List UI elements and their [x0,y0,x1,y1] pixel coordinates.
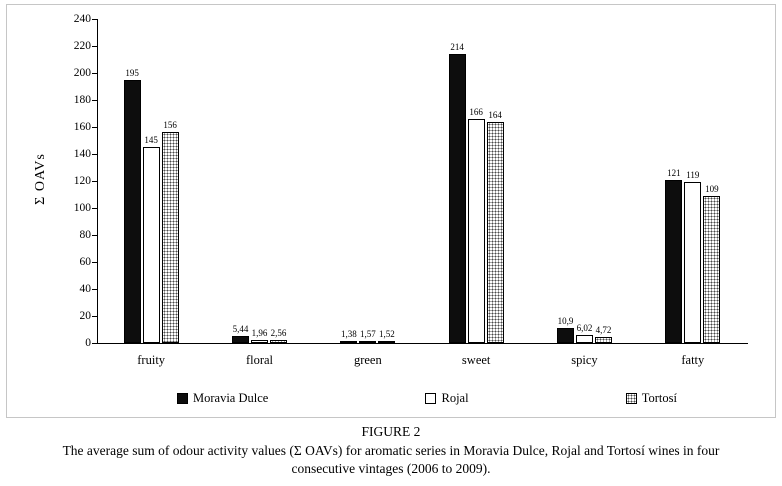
bar-value-label: 166 [469,106,483,117]
y-tick-label: 180 [73,94,91,106]
x-category-label-green: green [353,353,382,367]
bar-chart: Σ OAVs Moravia Dulce Rojal Tortosí 0 20 40 60… [7,5,775,417]
y-tick-label: 200 [73,67,91,79]
bar-fatty-rojal [684,182,702,343]
x-category-label-sweet: sweet [461,353,491,367]
bar-sweet-tortosí [486,121,504,343]
bar-green-moravia-dulce [340,341,358,344]
caption-line-1: The average sum of odour activity values… [62,443,720,458]
y-tick-label: 40 [79,283,92,295]
y-tick-mark [92,46,97,47]
y-tick-mark [92,235,97,236]
x-category-label-fruity: fruity [137,353,166,367]
bar-value-label: 121 [667,167,681,178]
legend-swatch-dotted-icon [625,393,637,404]
y-axis-title: Σ OAVs [33,153,48,205]
x-category-label-fatty: fatty [681,353,705,367]
y-tick-mark [92,127,97,128]
bar-value-label: 164 [488,109,502,120]
y-tick-mark [92,208,97,209]
bar-sweet-rojal [467,118,485,343]
bar-spicy-tortosí [595,336,612,343]
bar-spicy-rojal [576,334,593,343]
x-category-label-floral: floral [245,353,274,367]
bar-green-tortosí [378,340,396,343]
x-category-label-spicy: spicy [571,353,598,367]
y-tick-mark [92,154,97,155]
bar-value-label: 2,56 [270,327,287,338]
bar-sweet-moravia-dulce [448,54,466,343]
y-tick-label: 20 [79,310,92,322]
legend-label: Moravia Dulce [193,391,269,405]
y-tick-mark [92,343,97,344]
y-tick-mark [92,316,97,317]
bar-green-rojal [359,340,377,343]
bar-value-label: 1,52 [378,328,395,339]
bar-floral-tortosí [270,339,287,343]
bar-fatty-tortosí [703,195,721,343]
bar-floral-rojal [251,340,268,343]
y-tick-mark [92,181,97,182]
legend-label: Tortosí [641,391,677,405]
plot-area [97,19,748,344]
legend-label: Rojal [441,391,469,405]
bar-value-label: 119 [686,170,700,181]
legend-item-rojal: Rojal [425,391,469,406]
y-tick-label: 240 [73,13,91,25]
bar-value-label: 5,44 [232,323,249,334]
bar-value-label: 1,38 [340,329,357,340]
y-tick-mark [92,73,97,74]
bar-value-label: 214 [450,42,464,53]
bar-fatty-moravia-dulce [665,179,683,343]
bar-fruity-moravia-dulce [123,79,141,343]
legend: Moravia Dulce Rojal Tortosí [177,391,677,406]
legend-swatch-white-icon [425,393,437,404]
y-tick-label: 220 [73,40,91,52]
y-tick-label: 160 [73,121,91,133]
caption-line-2: consecutive vintages (2006 to 2009). [291,460,491,476]
y-tick-mark [92,19,97,20]
legend-swatch-solid-icon [177,393,188,404]
bar-value-label: 145 [144,135,158,146]
bar-floral-moravia-dulce [232,335,249,343]
bar-value-label: 1,96 [251,328,268,339]
y-tick-label: 80 [79,229,92,241]
bar-value-label: 156 [163,120,177,131]
y-tick-label: 100 [73,202,91,214]
bar-value-label: 195 [125,67,139,78]
bar-value-label: 10,9 [557,316,574,327]
y-tick-label: 0 [85,337,91,349]
bar-value-label: 109 [705,183,719,194]
bar-value-label: 6,02 [576,322,593,333]
y-tick-mark [92,262,97,263]
y-tick-mark [92,289,97,290]
bar-value-label: 4,72 [595,324,612,335]
bar-spicy-moravia-dulce [557,328,574,343]
bar-value-label: 1,57 [359,328,376,339]
bar-fruity-rojal [142,147,160,343]
y-tick-mark [92,100,97,101]
figure-number: FIGURE 2 [361,424,421,439]
y-tick-label: 140 [73,148,91,160]
chart-frame: Σ OAVs Moravia Dulce Rojal Tortosí 0 20 40 60… [6,4,776,418]
figure-caption: The average sum of odour activity values… [0,442,782,478]
y-tick-label: 120 [73,175,91,187]
legend-item-moravia-dulce: Moravia Dulce [177,391,268,406]
y-tick-label: 60 [79,256,92,268]
bar-fruity-tortosí [161,132,179,343]
legend-item-tortosí: Tortosí [625,391,677,406]
